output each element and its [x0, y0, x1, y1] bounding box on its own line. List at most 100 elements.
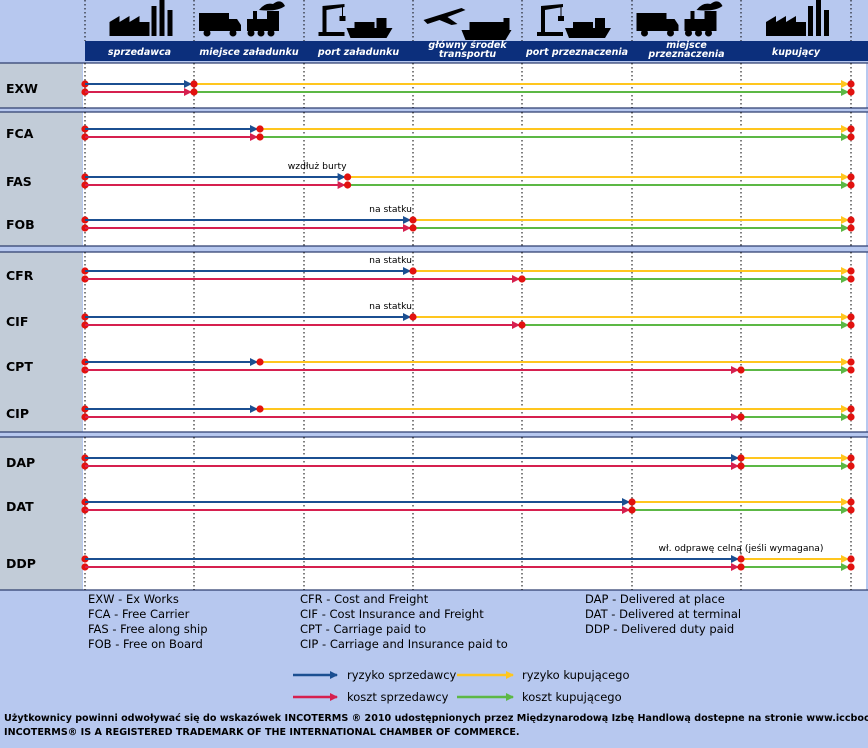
end-dot: [847, 133, 855, 141]
end-dot: [847, 173, 855, 181]
term-code: FAS: [6, 174, 32, 189]
column-header: sprzedawca: [108, 47, 171, 58]
abbr-item: CPT - Carriage paid to: [300, 622, 427, 636]
end-dot: [847, 275, 855, 283]
truck-train-icon: [199, 1, 285, 37]
footnote-line: Użytkownicy powinni odwoływać się do wsk…: [4, 713, 868, 724]
risk-transfer-dot: [737, 454, 745, 462]
term-note: na statku: [369, 255, 412, 266]
plane-ship-icon: [423, 8, 512, 40]
end-dot: [847, 454, 855, 462]
term-note: wł. odprawę celną (jeśli wymagana): [658, 543, 823, 554]
risk-transfer-dot: [344, 173, 352, 181]
footnote: Użytkownicy powinni odwoływać się do wsk…: [4, 712, 868, 740]
end-dot: [847, 88, 855, 96]
cost-transfer-dot: [737, 563, 745, 571]
factory-icon: [109, 0, 173, 36]
port-crane-ship-icon: [537, 4, 611, 38]
end-dot: [847, 563, 855, 571]
term-note: na statku: [369, 301, 412, 312]
footnote-line: INCOTERMS® IS A REGISTERED TRADEMARK OF …: [4, 727, 520, 738]
header-bar: [85, 41, 868, 61]
end-dot: [847, 358, 855, 366]
abbr-item: CFR - Cost and Freight: [300, 592, 429, 606]
risk-transfer-dot: [256, 358, 264, 366]
term-code: CIF: [6, 314, 28, 329]
cost-transfer-dot: [190, 88, 198, 96]
cost-transfer-dot: [409, 224, 417, 232]
end-dot: [847, 181, 855, 189]
column-header: kupujący: [772, 47, 821, 58]
term-code: DAT: [6, 499, 34, 514]
port-crane-ship-icon: [318, 4, 393, 38]
abbr-item: EXW - Ex Works: [88, 592, 179, 606]
cost-transfer-dot: [628, 506, 636, 514]
term-code: CPT: [6, 359, 33, 374]
cost-transfer-dot: [518, 321, 526, 329]
abbr-column-1: EXW - Ex Works FCA - Free Carrier FAS - …: [88, 592, 208, 652]
end-dot: [847, 267, 855, 275]
end-dot: [847, 555, 855, 563]
column-header: miejsce załadunku: [199, 47, 298, 58]
term-code: FOB: [6, 217, 35, 232]
row-label-band: [0, 63, 82, 108]
risk-transfer-dot: [190, 80, 198, 88]
row-label-band: [0, 252, 82, 432]
end-dot: [847, 498, 855, 506]
abbr-column-3: DAP - Delivered at place DAT - Delivered…: [585, 592, 741, 637]
row-label-band: [0, 437, 82, 590]
end-dot: [847, 462, 855, 470]
cost-transfer-dot: [256, 133, 264, 141]
cost-transfer-dot: [737, 413, 745, 421]
end-dot: [847, 313, 855, 321]
risk-transfer-dot: [737, 555, 745, 563]
buyer-cost-legend-label: koszt kupującego: [522, 690, 622, 704]
abbr-item: CIF - Cost Insurance and Freight: [300, 607, 484, 621]
risk-transfer-dot: [628, 498, 636, 506]
term-code: CFR: [6, 268, 34, 283]
end-dot: [847, 506, 855, 514]
seller-risk-legend-label: ryzyko sprzedawcy: [347, 668, 457, 682]
column-header: port załadunku: [317, 47, 399, 58]
column-header: miejsce przeznaczenia: [647, 40, 724, 60]
risk-transfer-dot: [256, 405, 264, 413]
seller-cost-legend-label: koszt sprzedawcy: [347, 690, 449, 704]
risk-transfer-dot: [409, 313, 417, 321]
cost-transfer-dot: [344, 181, 352, 189]
buyer-risk-legend-label: ryzyko kupującego: [522, 668, 629, 682]
row-label-band: [0, 112, 82, 246]
end-dot: [847, 224, 855, 232]
chart-band: [83, 63, 866, 108]
cost-transfer-dot: [737, 366, 745, 374]
end-dot: [847, 405, 855, 413]
factory-icon: [766, 0, 829, 36]
column-header: port przeznaczenia: [525, 47, 628, 58]
end-dot: [847, 321, 855, 329]
abbr-item: FOB - Free on Board: [88, 637, 203, 651]
term-note: wzdłuż burty: [288, 161, 347, 172]
cost-transfer-dot: [518, 275, 526, 283]
end-dot: [847, 80, 855, 88]
chart-band: [83, 112, 866, 246]
abbr-column-2: CFR - Cost and Freight CIF - Cost Insura…: [300, 592, 508, 652]
end-dot: [847, 366, 855, 374]
abbr-item: DAT - Delivered at terminal: [585, 607, 742, 621]
abbr-item: FAS - Free along ship: [88, 622, 208, 636]
chart-band: [83, 252, 866, 432]
end-dot: [847, 413, 855, 421]
truck-train-icon: [636, 1, 723, 37]
abbr-item: FCA - Free Carrier: [88, 607, 190, 621]
abbr-item: CIP - Carriage and Insurance paid to: [300, 637, 508, 651]
column-header: główny środek transportu: [428, 40, 507, 60]
term-code: DDP: [6, 556, 36, 571]
term-code: EXW: [6, 81, 38, 96]
term-note: na statku: [369, 204, 412, 215]
term-code: CIP: [6, 406, 29, 421]
abbreviation-legend: EXW - Ex Works FCA - Free Carrier FAS - …: [0, 592, 868, 662]
abbr-item: DAP - Delivered at place: [585, 592, 725, 606]
end-dot: [847, 125, 855, 133]
end-dot: [847, 216, 855, 224]
abbr-item: DDP - Delivered duty paid: [585, 622, 735, 636]
risk-transfer-dot: [409, 216, 417, 224]
